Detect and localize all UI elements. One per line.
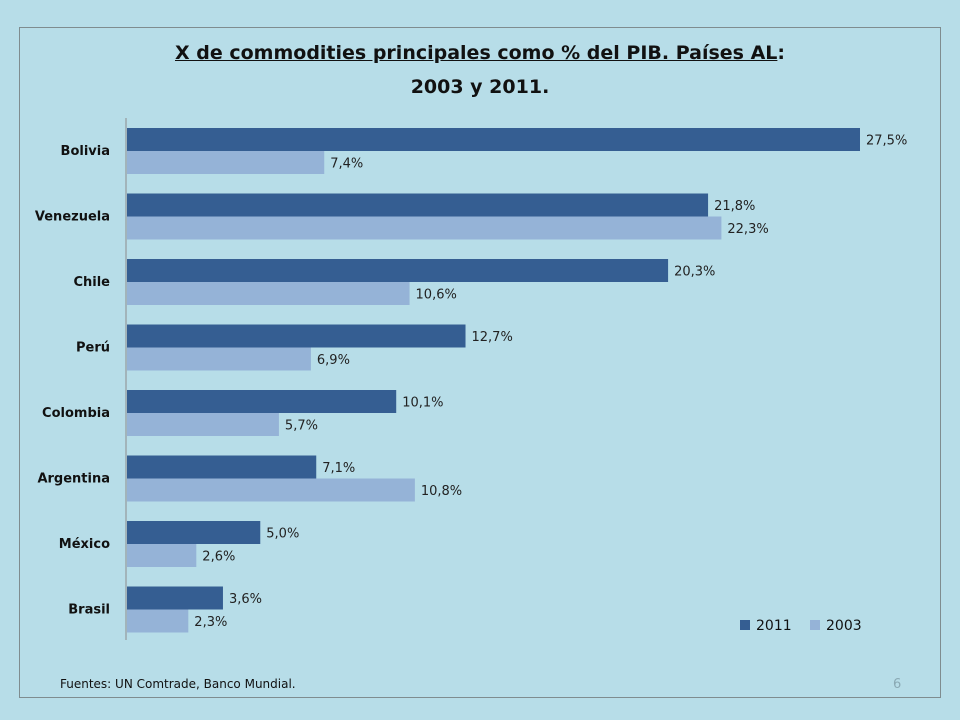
bar-2011 [127, 128, 860, 151]
bar-2003 [127, 544, 197, 567]
data-label-2011: 21,8% [714, 199, 755, 214]
legend-label-2011: 2011 [756, 618, 792, 634]
bar-2003 [127, 282, 410, 305]
data-label-2003: 7,4% [330, 157, 363, 172]
data-label-2003: 5,7% [285, 419, 318, 434]
bar-2003 [127, 216, 722, 240]
category-label: Argentina [37, 472, 110, 487]
data-label-2003: 2,3% [194, 615, 227, 630]
slide-frame [19, 27, 941, 698]
data-label-2011: 3,6% [229, 592, 262, 607]
data-label-2003: 10,8% [421, 484, 462, 499]
category-label: Colombia [42, 406, 110, 421]
data-label-2003: 22,3% [727, 222, 768, 237]
data-label-2003: 2,6% [202, 550, 235, 565]
bar-2011 [127, 455, 317, 479]
bar-2003 [127, 347, 311, 371]
data-label-2011: 20,3% [674, 265, 715, 280]
chart-title-colon: : [777, 42, 786, 64]
category-label: Brasil [68, 603, 110, 618]
category-label: México [59, 537, 110, 552]
data-label-2011: 7,1% [322, 461, 355, 476]
bar-2011 [127, 586, 223, 610]
data-label-2003: 6,9% [317, 353, 350, 368]
bar-2011 [127, 193, 709, 217]
bar-2003 [127, 413, 279, 436]
legend-label-2003: 2003 [826, 618, 862, 634]
category-label: Bolivia [61, 144, 110, 159]
category-label: Chile [73, 275, 110, 290]
chart-title-line1: X de commodities principales como % del … [174, 42, 778, 64]
category-label: Perú [76, 341, 110, 356]
bar-2011 [127, 324, 466, 348]
category-label: Venezuela [35, 210, 110, 225]
bar-2011 [127, 521, 261, 544]
page-number: 6 [893, 677, 902, 692]
legend-swatch-2003 [810, 620, 820, 630]
bar-2003 [127, 151, 325, 174]
legend-swatch-2011 [740, 620, 750, 630]
chart-title: X de commodities principales como % del … [0, 36, 960, 104]
data-label-2003: 10,6% [416, 288, 457, 303]
bar-2003 [127, 478, 415, 502]
data-label-2011: 10,1% [402, 396, 443, 411]
bar-2011 [127, 259, 669, 282]
data-label-2011: 5,0% [266, 527, 299, 542]
bar-2011 [127, 390, 397, 413]
bar-2003 [127, 609, 189, 633]
chart-title-line2: 2003 y 2011. [410, 76, 550, 98]
source-note: Fuentes: UN Comtrade, Banco Mundial. [60, 677, 296, 691]
data-label-2011: 27,5% [866, 134, 907, 149]
data-label-2011: 12,7% [472, 330, 513, 345]
